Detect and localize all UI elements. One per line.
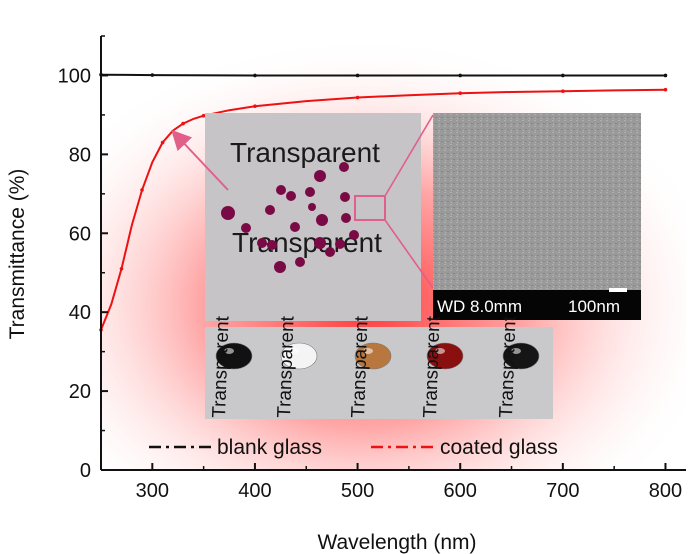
droplet-highlight bbox=[289, 348, 299, 354]
photo-droplet bbox=[305, 187, 315, 197]
photo-droplet bbox=[295, 257, 305, 267]
series-point-coated-glass bbox=[663, 87, 668, 92]
droplet-strip-inset: Transparent Transparent Transparent Transpa… bbox=[205, 315, 553, 419]
series-point-blank-glass bbox=[458, 73, 463, 78]
photo-droplet bbox=[308, 203, 316, 211]
photo-spots bbox=[221, 162, 359, 273]
photo-droplet bbox=[257, 238, 267, 248]
x-ticks: 300 400 500 600 700 800 bbox=[136, 463, 682, 502]
photo-droplet bbox=[341, 213, 351, 223]
legend: blank glass coated glass bbox=[149, 436, 558, 459]
series-point-blank-glass bbox=[663, 73, 668, 78]
photo-inset-droplets: Transparent Transparent bbox=[205, 113, 434, 321]
droplet-highlight bbox=[363, 348, 373, 354]
series-point-blank-glass bbox=[253, 73, 257, 78]
series-point-blank-glass bbox=[561, 73, 565, 78]
photo-droplet bbox=[274, 261, 286, 273]
sem-scale-label: 100nm bbox=[568, 297, 620, 316]
droplet-strip-background bbox=[205, 327, 553, 419]
x-tick-label: 700 bbox=[546, 480, 579, 502]
photo-text-bottom: Transparent bbox=[232, 227, 382, 258]
photo-droplet bbox=[241, 223, 251, 233]
series-point-blank-glass bbox=[150, 73, 155, 77]
series-point-coated-glass bbox=[181, 121, 185, 126]
droplet-label: Transparent bbox=[496, 315, 521, 418]
droplet-highlight bbox=[224, 348, 234, 354]
photo-droplet bbox=[276, 185, 286, 195]
droplet-label: Transparent bbox=[420, 315, 445, 418]
droplets-group: Transparent Transparent Transparent Transpa… bbox=[209, 315, 540, 418]
photo-droplet bbox=[335, 239, 345, 249]
photo-droplet bbox=[340, 192, 350, 202]
photo-droplet bbox=[314, 237, 326, 249]
photo-droplet bbox=[316, 214, 328, 226]
zoom-line-bottom bbox=[384, 219, 434, 289]
legend-label-coated-glass: coated glass bbox=[440, 436, 558, 459]
y-tick-label: 40 bbox=[69, 302, 91, 324]
series-point-coated-glass bbox=[253, 104, 257, 109]
x-tick-label: 400 bbox=[238, 480, 271, 502]
legend-label-blank-glass: blank glass bbox=[217, 436, 322, 459]
droplet-label: Transparent bbox=[274, 315, 299, 418]
y-tick-label: 20 bbox=[69, 381, 91, 403]
sem-image bbox=[433, 113, 641, 290]
x-tick-label: 300 bbox=[136, 480, 169, 502]
series-point-coated-glass bbox=[119, 266, 124, 271]
photo-droplet bbox=[290, 222, 300, 232]
photo-droplet bbox=[221, 206, 235, 220]
photo-droplet bbox=[286, 191, 296, 201]
series-point-blank-glass bbox=[355, 73, 360, 78]
sem-wd-label: WD 8.0mm bbox=[437, 297, 522, 316]
photo-droplet bbox=[325, 247, 335, 257]
droplet-label: Transparent bbox=[348, 315, 373, 418]
photo-droplet bbox=[339, 162, 349, 172]
series-point-coated-glass bbox=[201, 113, 206, 118]
series-point-coated-glass bbox=[458, 91, 463, 96]
x-tick-label: 600 bbox=[444, 480, 477, 502]
y-tick-label: 80 bbox=[69, 144, 91, 166]
x-axis-title: Wavelength (nm) bbox=[317, 531, 476, 554]
y-tick-label: 100 bbox=[58, 65, 91, 87]
photo-droplet bbox=[314, 170, 326, 182]
photo-droplet bbox=[349, 230, 359, 240]
droplet-label: Transparent bbox=[209, 315, 234, 418]
droplet-highlight bbox=[511, 348, 521, 354]
y-tick-label: 60 bbox=[69, 223, 91, 245]
x-tick-label: 800 bbox=[649, 480, 682, 502]
sem-scale-bar bbox=[609, 288, 627, 292]
sem-inset: WD 8.0mm 100nm bbox=[433, 113, 641, 320]
axes-frame bbox=[100, 36, 686, 471]
y-ticks: 0 20 40 60 80 100 bbox=[58, 35, 108, 482]
x-tick-label: 500 bbox=[341, 480, 374, 502]
zoom-line-top bbox=[384, 114, 434, 197]
series-line-blank-glass bbox=[100, 73, 666, 77]
droplet-highlight bbox=[435, 348, 445, 354]
zoom-box bbox=[354, 195, 386, 221]
photo-text-top: Transparent bbox=[230, 137, 380, 168]
series-point-coated-glass bbox=[160, 140, 165, 145]
inset-pointer-arrow bbox=[171, 129, 229, 191]
series-point-coated-glass bbox=[355, 95, 360, 100]
series-point-coated-glass bbox=[140, 188, 144, 192]
y-axis-title: Transmittance (%) bbox=[6, 169, 29, 340]
series-point-coated-glass bbox=[561, 89, 565, 94]
photo-droplet bbox=[267, 240, 277, 250]
series-layer bbox=[99, 72, 668, 332]
sem-info-bar bbox=[433, 290, 641, 320]
photo-droplet bbox=[265, 205, 275, 215]
y-tick-label: 0 bbox=[80, 460, 91, 482]
